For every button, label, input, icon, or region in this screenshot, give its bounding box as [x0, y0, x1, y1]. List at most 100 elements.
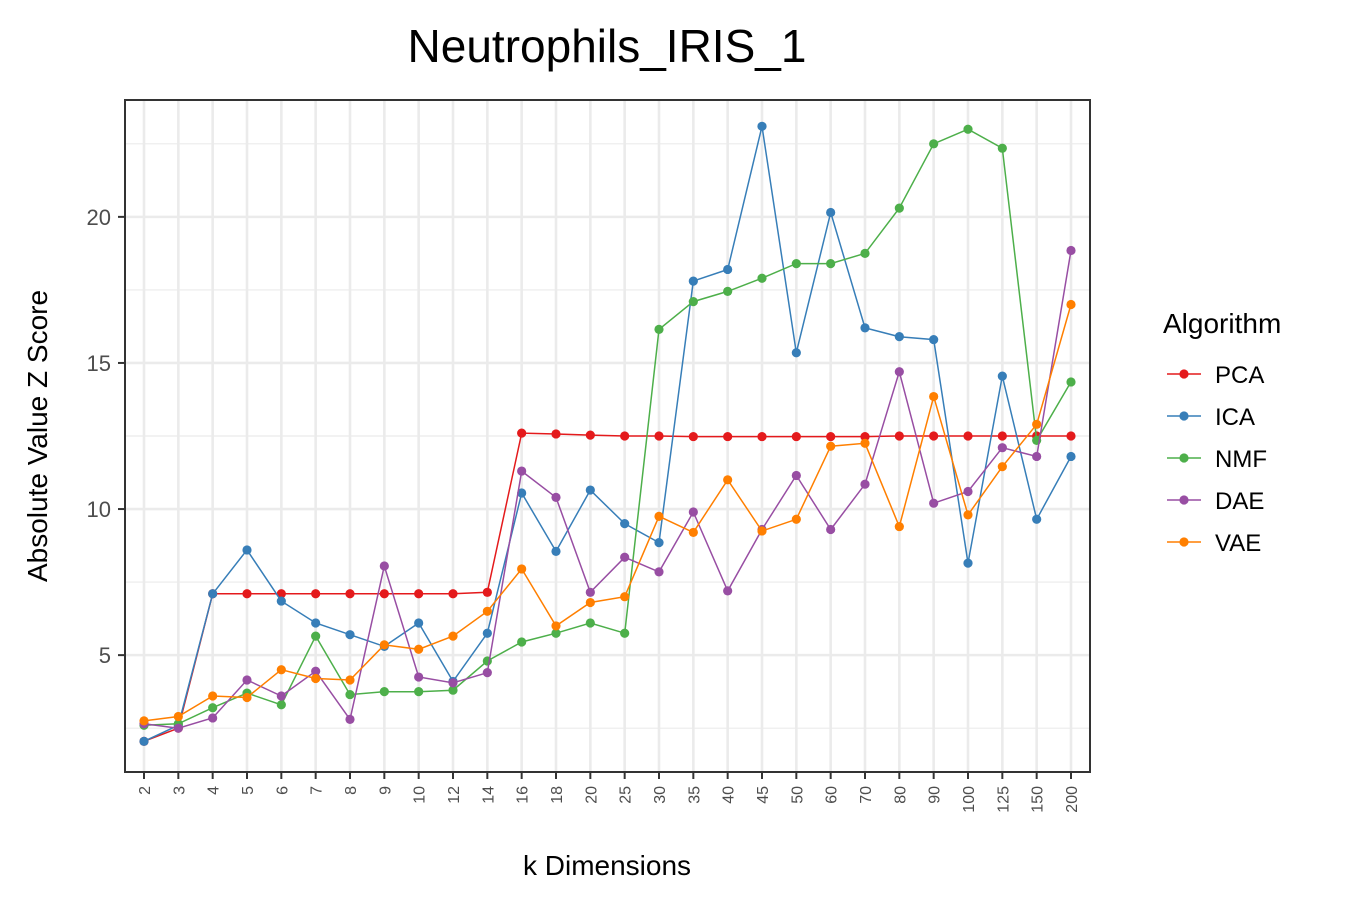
data-point-dae — [311, 666, 321, 676]
legend-item-ica: ICA — [1167, 404, 1255, 431]
data-point-ica — [482, 628, 492, 638]
x-tick-label: 30 — [652, 786, 669, 804]
x-tick-label: 150 — [1030, 786, 1047, 813]
legend-key-point — [1179, 495, 1189, 505]
data-point-dae — [688, 507, 698, 517]
series-line-nmf — [143, 128, 1072, 727]
data-point-ica — [139, 736, 149, 746]
legend-item-vae: VAE — [1167, 530, 1261, 557]
data-point-dae — [551, 492, 561, 502]
x-tick-label: 20 — [583, 786, 600, 804]
data-point-vae — [1066, 299, 1076, 310]
data-point-nmf — [311, 631, 321, 641]
data-point-vae — [517, 564, 527, 574]
data-point-vae — [1032, 419, 1042, 429]
x-tick-label: 50 — [789, 786, 806, 804]
x-tick-label: 45 — [755, 786, 772, 804]
data-point-dae — [791, 470, 801, 481]
data-point-pca — [482, 587, 492, 597]
data-point-dae — [276, 691, 286, 701]
data-point-dae — [963, 486, 973, 497]
data-point-ica — [414, 618, 424, 628]
data-point-vae — [414, 644, 424, 654]
data-point-ica — [517, 488, 527, 498]
data-point-pca — [276, 589, 286, 599]
data-point-ica — [585, 485, 595, 495]
data-point-ica — [345, 630, 355, 640]
x-tick-label: 60 — [824, 786, 841, 804]
data-point-nmf — [585, 618, 595, 628]
data-point-pca — [585, 430, 595, 440]
data-point-dae — [894, 367, 904, 377]
legend-item-dae: DAE — [1167, 488, 1264, 515]
data-point-vae — [929, 391, 939, 402]
data-point-ica — [276, 596, 286, 606]
data-point-ica — [963, 558, 973, 568]
data-point-ica — [620, 519, 630, 529]
x-tick-label: 10 — [412, 786, 429, 804]
legend-item-pca: PCA — [1167, 362, 1264, 389]
data-point-nmf — [620, 628, 630, 638]
legend-label: DAE — [1215, 488, 1264, 515]
data-point-ica — [551, 546, 561, 557]
data-point-pca — [1066, 431, 1076, 441]
x-tick-label: 18 — [549, 786, 566, 804]
data-point-pca — [311, 589, 321, 599]
data-point-vae — [551, 621, 561, 631]
series-dae — [139, 245, 1076, 733]
data-point-vae — [894, 521, 904, 532]
data-point-vae — [723, 475, 733, 485]
x-tick-label: 100 — [961, 786, 978, 813]
data-point-dae — [826, 524, 836, 535]
data-point-nmf — [379, 687, 389, 697]
data-point-nmf — [517, 637, 527, 647]
data-point-pca — [688, 431, 698, 442]
data-point-pca — [654, 431, 664, 441]
data-point-nmf — [826, 259, 836, 269]
data-point-ica — [791, 348, 801, 358]
data-point-pca — [551, 429, 561, 439]
x-tick-label: 16 — [515, 786, 532, 804]
data-point-dae — [517, 466, 527, 476]
data-point-ica — [1066, 451, 1076, 462]
data-point-vae — [997, 462, 1007, 472]
data-point-nmf — [791, 259, 801, 269]
data-point-pca — [620, 431, 630, 441]
x-tick-label: 14 — [480, 786, 497, 804]
data-point-ica — [860, 323, 870, 333]
data-point-pca — [791, 431, 801, 442]
legend-key-point — [1179, 411, 1189, 421]
data-point-ica — [654, 538, 664, 548]
data-point-pca — [894, 431, 904, 441]
data-point-vae — [379, 640, 389, 650]
data-point-nmf — [654, 324, 664, 334]
x-tick-label: 2 — [137, 786, 154, 795]
legend-title: Algorithm — [1163, 308, 1281, 339]
data-point-ica — [997, 371, 1007, 381]
data-point-nmf — [688, 297, 698, 307]
data-point-dae — [929, 498, 939, 508]
data-point-ica — [894, 332, 904, 342]
data-point-dae — [620, 552, 630, 562]
x-tick-label: 80 — [892, 786, 909, 804]
data-point-ica — [311, 618, 321, 628]
data-point-vae — [208, 691, 218, 701]
data-point-nmf — [276, 700, 286, 710]
data-point-vae — [448, 631, 458, 641]
x-tick-label: 4 — [206, 786, 223, 795]
data-point-pca — [757, 431, 767, 442]
data-point-dae — [173, 723, 183, 733]
data-point-vae — [276, 665, 286, 675]
x-tick-label: 70 — [858, 786, 875, 804]
data-point-nmf — [963, 124, 973, 134]
legend-item-nmf: NMF — [1167, 446, 1267, 473]
data-point-dae — [379, 561, 389, 571]
data-point-ica — [688, 276, 698, 286]
data-point-nmf — [860, 248, 870, 258]
x-tick-label: 9 — [377, 786, 394, 795]
x-tick-label: 40 — [721, 786, 738, 804]
legend-key-point — [1179, 369, 1189, 379]
